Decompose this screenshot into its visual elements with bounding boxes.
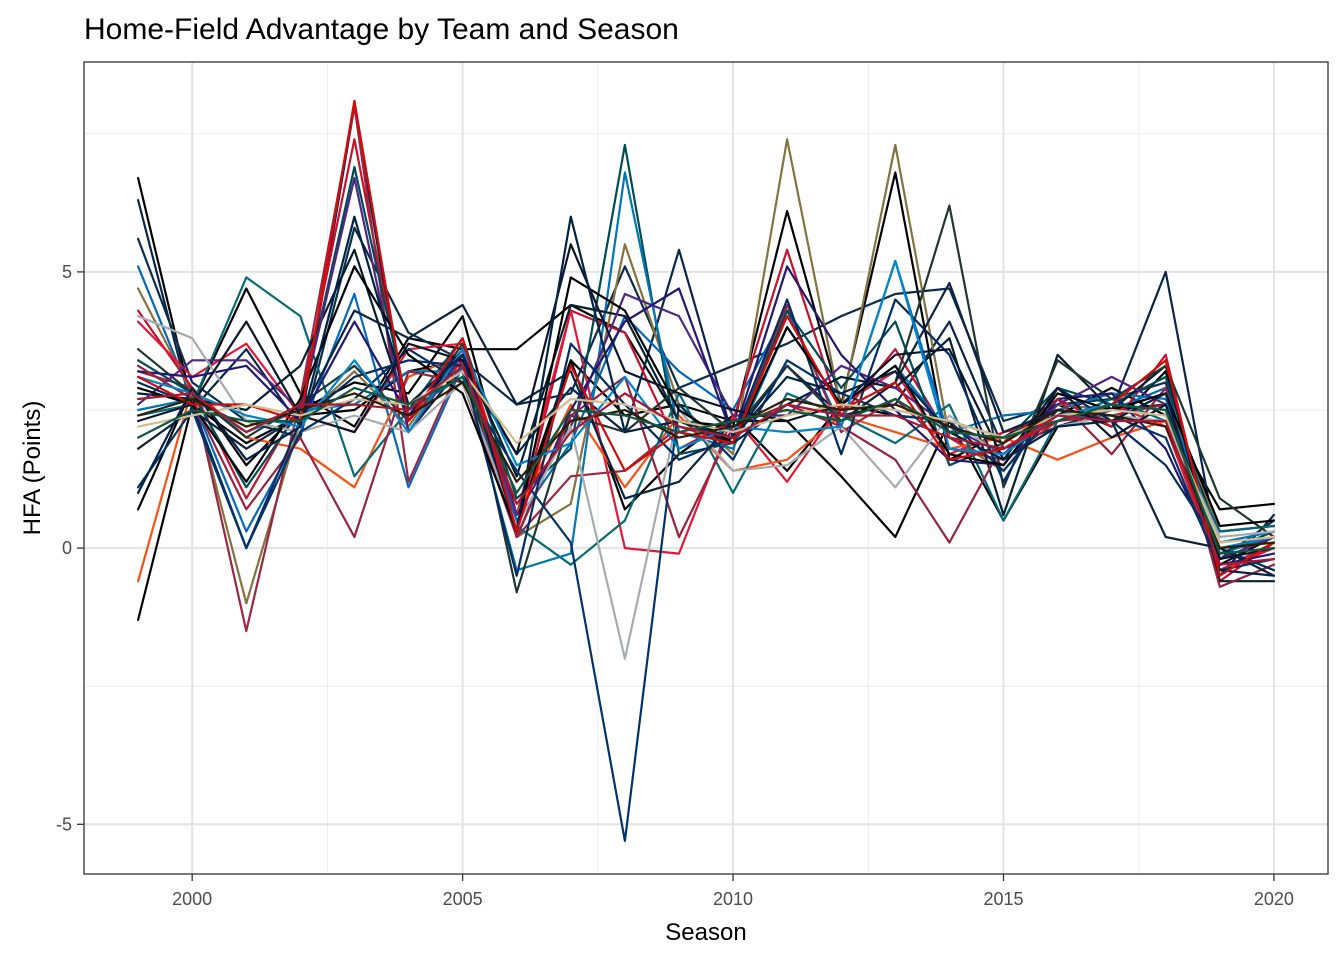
series-line-32 [137,364,1276,566]
x-tick-label: 2015 [983,889,1023,909]
y-axis-title: HFA (Points) [19,401,46,536]
x-tick-label: 2010 [713,889,753,909]
x-tick-label: 2000 [172,889,212,909]
x-axis-title: Season [665,919,746,946]
series-line-16 [137,204,1276,594]
series-line-24 [137,281,1276,577]
series-line-27 [137,215,1276,577]
chart-title: Home-Field Advantage by Team and Season [84,13,679,46]
y-tick-label: 5 [62,262,72,282]
axes: 2000 2005 2010 2015 2020 -5 0 5 [56,262,1294,909]
y-tick-label: 0 [62,538,72,558]
x-tick-label: 2020 [1254,889,1294,909]
y-tick-label: -5 [56,814,72,834]
series-line-19 [137,364,1276,588]
x-tick-label: 2005 [443,889,483,909]
plot-panel-border [83,61,1329,875]
series-line-18 [137,265,1276,566]
series-lines [137,99,1276,843]
series-line-21 [137,298,1276,577]
